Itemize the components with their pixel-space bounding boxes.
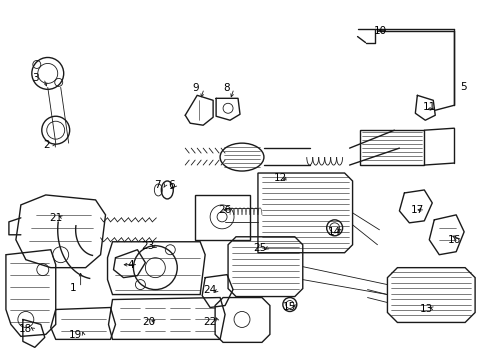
Text: 11: 11: [422, 102, 435, 112]
Text: 15: 15: [283, 302, 296, 311]
Text: 3: 3: [32, 73, 39, 84]
Text: 18: 18: [19, 324, 32, 334]
Text: 4: 4: [127, 260, 134, 270]
Text: 25: 25: [253, 243, 266, 253]
Text: 10: 10: [373, 26, 386, 36]
Text: 16: 16: [447, 235, 460, 245]
Text: 6: 6: [167, 180, 174, 190]
Bar: [359, 130, 424, 165]
Text: 8: 8: [223, 84, 229, 93]
Text: 19: 19: [69, 330, 82, 341]
Text: 5: 5: [459, 82, 466, 93]
Text: 22: 22: [203, 318, 216, 328]
Text: 12: 12: [274, 173, 287, 183]
Text: 1: 1: [69, 283, 76, 293]
Text: 2: 2: [43, 140, 50, 150]
Text: 23: 23: [142, 241, 155, 251]
Bar: [195, 195, 249, 240]
Text: 13: 13: [419, 303, 432, 314]
Text: 14: 14: [327, 227, 341, 237]
Text: 7: 7: [154, 180, 161, 190]
Text: 26: 26: [218, 205, 231, 215]
Text: 24: 24: [203, 284, 216, 294]
Text: 9: 9: [192, 84, 199, 93]
Text: 21: 21: [49, 213, 62, 223]
Text: 17: 17: [410, 205, 423, 215]
Text: 20: 20: [142, 318, 155, 328]
